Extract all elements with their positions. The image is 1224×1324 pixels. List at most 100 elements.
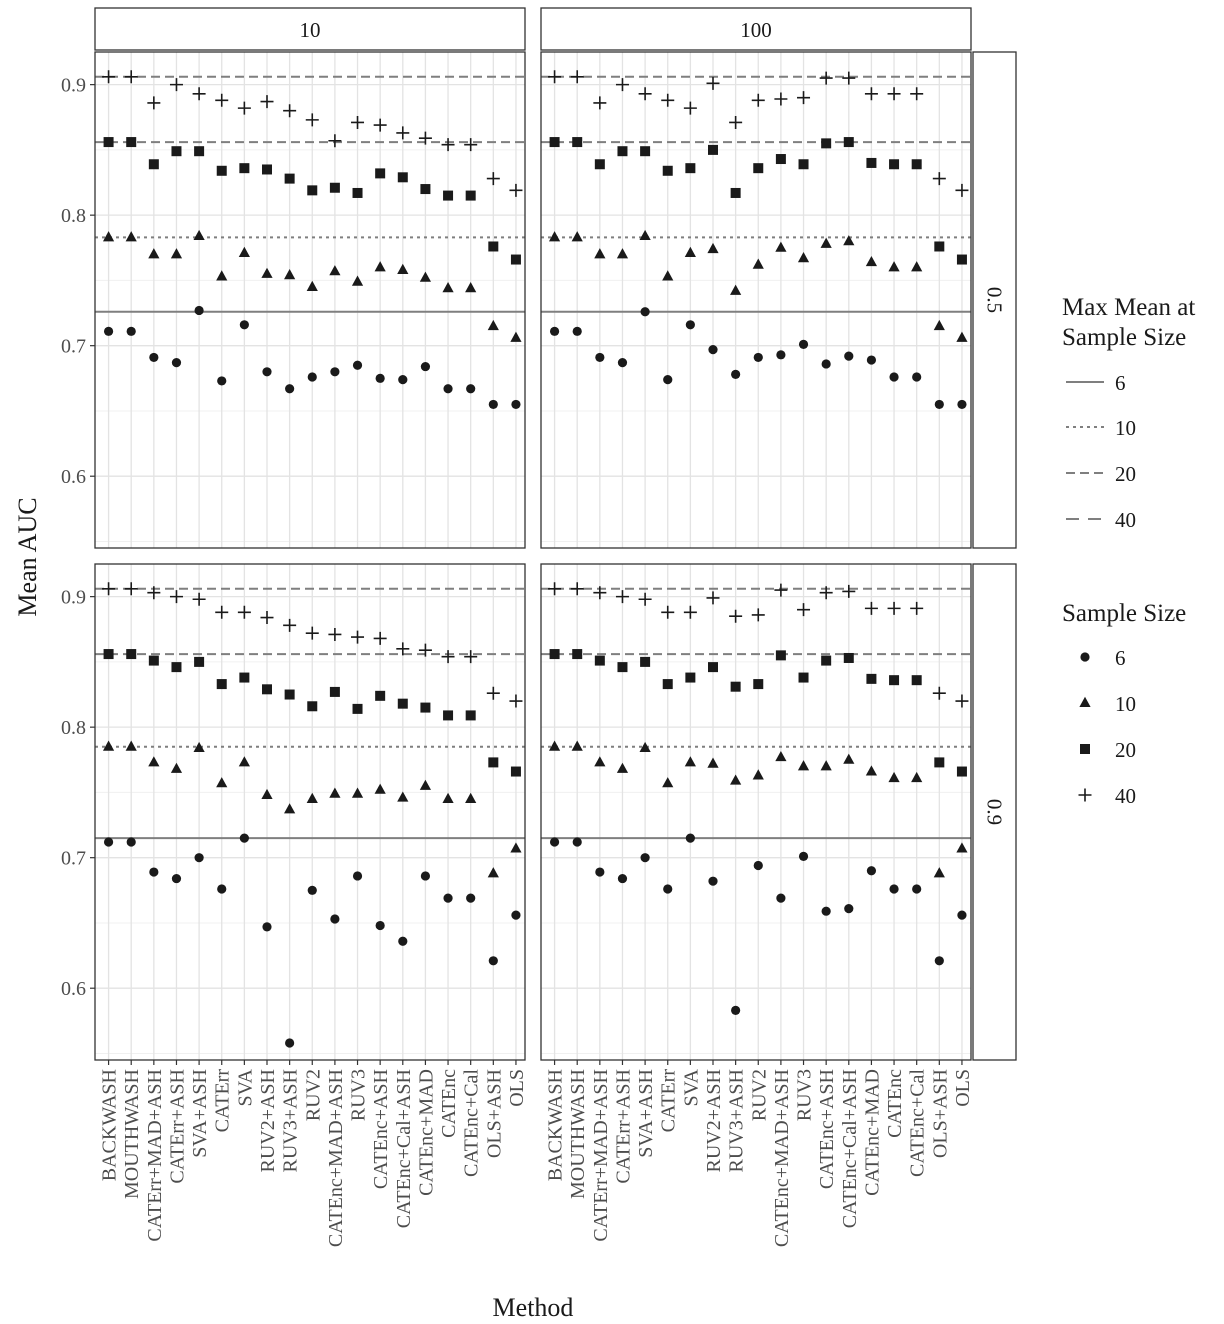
data-point xyxy=(910,601,924,615)
data-point xyxy=(466,384,476,394)
data-point xyxy=(797,760,810,771)
data-point xyxy=(486,172,500,186)
data-point xyxy=(594,159,605,170)
x-tick-label: CATErr xyxy=(212,1069,234,1133)
data-point xyxy=(889,159,900,170)
legend-shapes-title: Sample Size xyxy=(1062,600,1186,627)
data-point xyxy=(373,631,387,645)
data-point xyxy=(549,137,560,148)
data-point xyxy=(752,258,764,269)
data-point xyxy=(819,586,833,600)
data-point xyxy=(373,118,387,132)
data-point xyxy=(798,339,809,349)
data-point xyxy=(441,138,455,152)
data-point xyxy=(307,701,318,712)
data-point xyxy=(260,611,274,625)
series-20 xyxy=(103,137,521,265)
data-point xyxy=(329,787,341,798)
panel-100-0.9 xyxy=(540,563,972,1061)
x-tick-label: RUV3 xyxy=(348,1069,370,1121)
data-point xyxy=(662,679,673,690)
data-point xyxy=(262,684,272,695)
data-point xyxy=(753,163,764,174)
x-tick-label: SVA xyxy=(680,1068,702,1106)
data-point xyxy=(843,137,854,148)
data-point xyxy=(934,399,944,410)
legend-shape-key xyxy=(1080,652,1090,662)
data-point xyxy=(510,254,521,265)
data-point xyxy=(956,766,967,777)
data-point xyxy=(617,873,628,884)
x-tick-label: OLS+ASH xyxy=(929,1069,951,1158)
panel-100-0.5 xyxy=(540,51,972,549)
x-tick-label: RUV2 xyxy=(302,1069,324,1121)
data-point xyxy=(465,710,476,721)
data-point xyxy=(731,369,741,379)
data-point xyxy=(844,351,854,361)
data-point xyxy=(571,231,583,242)
x-tick-label: RUV3 xyxy=(794,1069,816,1121)
data-point xyxy=(306,280,318,291)
data-point xyxy=(843,753,855,764)
panels-layer xyxy=(94,51,972,1061)
data-point xyxy=(752,769,764,780)
panel-10-0.9 xyxy=(94,563,526,1061)
data-point xyxy=(126,326,136,336)
data-point xyxy=(707,757,719,768)
data-point xyxy=(661,93,675,107)
data-point xyxy=(751,608,765,622)
series-40 xyxy=(102,582,523,708)
data-point xyxy=(730,774,742,785)
data-point xyxy=(262,367,272,377)
data-point xyxy=(103,837,114,847)
data-point xyxy=(865,255,878,267)
legend-shape-label: 6 xyxy=(1115,646,1126,670)
data-point xyxy=(594,756,606,767)
data-point xyxy=(864,601,878,615)
data-point xyxy=(616,762,629,773)
data-point xyxy=(662,270,674,281)
data-point xyxy=(418,643,432,657)
data-point xyxy=(125,740,137,751)
data-point xyxy=(237,101,251,115)
data-point xyxy=(842,71,856,85)
y-tick-label: 0.6 xyxy=(61,978,86,1000)
legend-lines-title: Max Mean at Sample Size xyxy=(1062,294,1195,351)
data-point xyxy=(821,655,832,666)
data-point xyxy=(486,686,500,700)
x-tick-label: CATEnc xyxy=(438,1069,460,1138)
y-tick-label: 0.7 xyxy=(61,848,86,870)
data-point xyxy=(396,642,410,656)
data-point xyxy=(398,936,408,946)
data-point xyxy=(148,655,159,666)
data-point xyxy=(260,95,274,109)
strip-label: 0.5 xyxy=(983,287,1007,313)
data-point xyxy=(730,681,741,692)
series-40 xyxy=(548,582,969,708)
x-tick-label: CATEnc+ASH xyxy=(816,1069,838,1189)
data-point xyxy=(124,582,138,596)
series-20 xyxy=(103,649,521,777)
data-point xyxy=(730,284,742,295)
data-point xyxy=(217,884,227,894)
series-20 xyxy=(549,649,967,777)
data-point xyxy=(169,590,183,604)
legend-line-20: 20 xyxy=(1066,462,1136,486)
x-tick-label: CATErr+ASH xyxy=(612,1069,634,1184)
data-point xyxy=(375,168,386,179)
data-point xyxy=(511,399,521,410)
data-point xyxy=(194,146,205,157)
data-point xyxy=(889,884,899,894)
x-tick-label: SVA xyxy=(234,1068,256,1106)
data-point xyxy=(843,235,855,246)
data-point xyxy=(729,115,743,129)
data-point xyxy=(797,252,810,263)
legend-line-label: 6 xyxy=(1115,371,1126,395)
data-point xyxy=(170,762,183,773)
data-point xyxy=(910,87,924,101)
x-tick-label: BACKWASH xyxy=(545,1069,567,1181)
legend-shape-label: 40 xyxy=(1115,784,1136,808)
data-point xyxy=(511,910,521,920)
legend-line-40: 40 xyxy=(1066,508,1136,532)
strip-row-0.9: 0.9 xyxy=(972,563,1017,1061)
